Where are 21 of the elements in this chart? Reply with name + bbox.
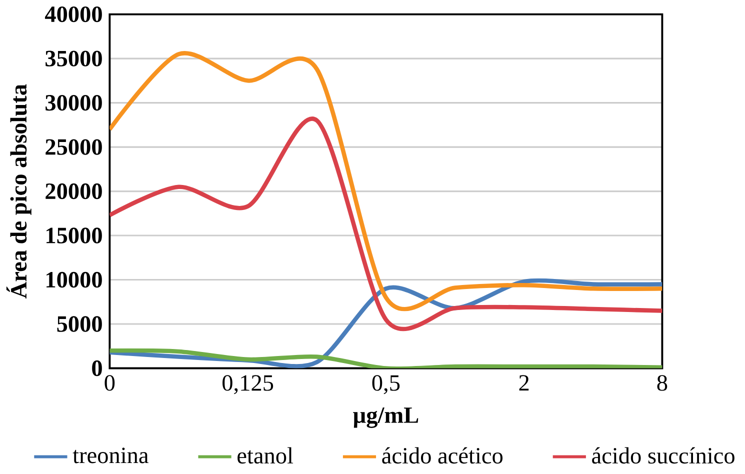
x-tick-label: 0,125: [222, 375, 274, 394]
legend-label: ácido acético: [382, 447, 503, 464]
x-axis-title: µg/mL: [353, 407, 418, 428]
y-tick-label: 30000: [46, 94, 102, 111]
y-tick-label: 0: [92, 360, 102, 376]
y-axis-title: Área de pico absoluta: [6, 84, 32, 298]
y-tick-label: 40000: [44, 6, 102, 22]
x-tick-label: 8: [657, 375, 668, 391]
y-tick-label: 35000: [46, 50, 102, 66]
y-tick-label: 5000: [57, 316, 102, 332]
y-tick-label: 15000: [46, 228, 102, 244]
legend-label: ácido succínico: [592, 447, 734, 464]
x-tick-label: 0,5: [372, 375, 400, 394]
y-tick-label: 20000: [46, 183, 102, 200]
line-series: [110, 348, 662, 368]
legend-label: treonina: [72, 448, 148, 464]
y-tick-label: 10000: [46, 272, 102, 288]
x-tick-label: 2: [519, 375, 529, 391]
legend-label: etanol: [238, 447, 294, 464]
y-tick-label: 25000: [46, 139, 102, 155]
x-tick-label: 0: [104, 375, 115, 391]
